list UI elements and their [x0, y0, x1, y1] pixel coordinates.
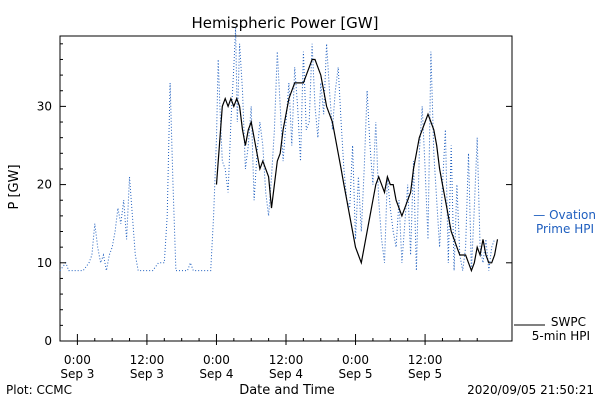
legend-swpc-line1: SWPC	[551, 315, 586, 329]
plot-frame	[59, 35, 513, 342]
plot-area	[59, 28, 513, 342]
legend-ovation-line2: Prime HPI	[536, 222, 594, 236]
x-tick-date: Sep 4	[199, 367, 233, 381]
y-tick-label: 20	[37, 178, 52, 192]
x-tick-time: 0:00	[64, 353, 91, 367]
legend-ovation-line1: — Ovation	[533, 208, 596, 222]
plot-credit: Plot: CCMC	[6, 383, 72, 397]
y-axis: 0 10 20 30	[37, 43, 512, 348]
plot-timestamp: 2020/09/05 21:50:21	[467, 383, 594, 397]
y-tick-label: 10	[37, 256, 52, 270]
swpc-series	[215, 58, 499, 273]
ovation-prime-series	[59, 28, 496, 272]
x-tick-date: Sep 4	[269, 367, 303, 381]
x-tick-time: 0:00	[203, 353, 230, 367]
x-tick-date: Sep 5	[408, 367, 442, 381]
x-tick-time: 12:00	[408, 353, 443, 367]
x-tick-date: Sep 5	[338, 367, 372, 381]
x-tick-date: Sep 3	[60, 367, 94, 381]
x-axis-label: Date and Time	[239, 383, 335, 398]
x-tick-date: Sep 3	[130, 367, 164, 381]
legend-swpc-line2: 5-min HPI	[532, 329, 590, 343]
x-tick-time: 0:00	[342, 353, 369, 367]
chart-title: Hemispheric Power [GW]	[192, 14, 379, 32]
y-axis-label: P [GW]	[7, 164, 22, 209]
x-tick-time: 12:00	[130, 353, 165, 367]
y-tick-label: 0	[44, 334, 52, 348]
x-tick-time: 12:00	[269, 353, 304, 367]
y-tick-label: 30	[37, 99, 52, 113]
